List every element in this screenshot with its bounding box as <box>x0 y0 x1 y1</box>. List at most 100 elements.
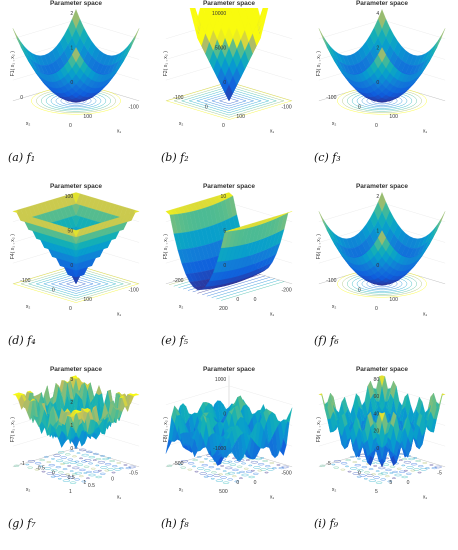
x2-axis-label: x₂ <box>26 304 31 310</box>
surface-plot: 1000 0 -1000 F8( x₁ , x₂ ) 0 -500 500 0 -500 x₁ x₂ <box>163 375 293 500</box>
x2-axis-label: x₂ <box>332 487 337 493</box>
x1-axis-label: x₁ <box>270 494 275 500</box>
z-tick-label: 2 <box>376 194 379 200</box>
x1-axis-label: x₁ <box>117 311 122 317</box>
z-tick-label: 80 <box>374 377 380 383</box>
z-tick-label: 1 <box>70 423 73 429</box>
x2-tick-label: -5 <box>437 470 442 476</box>
x2-axis-label: x₂ <box>26 487 31 493</box>
panel-title: Parameter space <box>355 183 409 190</box>
z-axis-label: F9( x₁ , x₂ ) <box>316 417 322 443</box>
z-tick-label: 2 <box>70 11 73 17</box>
z-tick-label: 0 <box>70 80 73 86</box>
panel-title: Parameter space <box>49 366 103 373</box>
x2-axis-label: x₂ <box>26 121 31 127</box>
x1-axis-label: x₁ <box>117 494 122 500</box>
z-tick-label: 0 <box>223 411 226 417</box>
x1-tick-label: 100 <box>236 114 245 120</box>
x2-tick-label: 0 <box>222 123 225 129</box>
x2-tick-label: 0.5 <box>88 483 95 489</box>
panel-title: Parameter space <box>202 366 256 373</box>
surface-mesh <box>189 8 269 102</box>
x1-tick-label: -100 <box>173 95 183 101</box>
z-tick-label: 0 <box>70 446 73 452</box>
x1-tick-label: -200 <box>173 278 183 284</box>
z-axis-label: F2( x₁ , x₂ ) <box>163 51 169 77</box>
x2-axis-label: x₂ <box>179 121 184 127</box>
surface-mesh <box>12 9 140 103</box>
x1-tick-label: 1 <box>83 480 86 486</box>
x1-tick-label: -5 <box>326 461 331 467</box>
z-tick-label: 20 <box>374 429 380 435</box>
z-axis-label: F8( x₁ , x₂ ) <box>163 417 169 443</box>
z-tick-label: 10000 <box>212 11 226 17</box>
panel-f7: Parameter space 3 2 1 0 F7( x₁ , x₂ ) 1 0.5 0 -0.… <box>0 366 152 548</box>
x2-tick-label: 0 <box>254 297 257 303</box>
contour-lines <box>13 447 136 484</box>
x2-axis-label: x₂ <box>179 487 184 493</box>
x1-tick-label: 0 <box>358 104 361 110</box>
z-tick-label: 2 <box>376 45 379 51</box>
z-axis-label: F7( x₁ , x₂ ) <box>10 417 16 443</box>
surface-mesh <box>12 375 140 450</box>
x2-axis-label: x₂ <box>179 304 184 310</box>
z-tick-label: 4 <box>376 11 379 17</box>
z-axis-label: F4( x₁ , x₂ ) <box>10 234 16 260</box>
x2-tick-label: 0 <box>69 306 72 312</box>
x2-axis-label: x₂ <box>332 304 337 310</box>
surface-plot: 100 50 0 F4( x₁ , x₂ ) 100 0 -100 0 -100 x₁ x₂ <box>10 192 140 317</box>
panel-caption: (i) f₉ <box>314 517 339 530</box>
x2-tick-label: 0 <box>407 480 410 486</box>
z-tick-label: 1 <box>376 228 379 234</box>
x1-tick-label: -500 <box>173 461 183 467</box>
x2-tick-label: 1 <box>69 489 72 495</box>
x1-tick-label: 0 <box>358 287 361 293</box>
panel-title: Parameter space <box>49 0 103 7</box>
x2-tick-label: -0.5 <box>129 470 138 476</box>
z-tick-label: 0 <box>376 263 379 269</box>
z-tick-label: 0 <box>223 263 226 269</box>
z-tick-label: 0 <box>223 80 226 86</box>
x1-tick-label: 0 <box>20 95 23 101</box>
x2-tick-label: 5 <box>375 489 378 495</box>
surface-mesh <box>318 192 446 286</box>
x1-tick-label: 100 <box>83 297 92 303</box>
surface-plot: 80 60 40 20 0 F9( x₁ , x₂ ) 5 0 -5 5 0 -5 x₁ x₂ <box>316 375 446 500</box>
x1-axis-label: x₁ <box>270 311 275 317</box>
x2-axis-label: x₂ <box>332 121 337 127</box>
z-tick-label: 5 <box>223 228 226 234</box>
panel-caption: (a) f₁ <box>8 151 36 164</box>
x1-axis-label: x₁ <box>423 494 428 500</box>
surface-mesh <box>165 192 293 290</box>
panel-f9: Parameter space 80 60 40 20 0 F9( x₁ , x₂ ) 5 0 -… <box>306 366 458 548</box>
x1-tick-label: 0 <box>236 297 239 303</box>
x2-tick-label: 0 <box>69 123 72 129</box>
surface-mesh <box>318 375 446 468</box>
x2-tick-label: 0 <box>254 480 257 486</box>
x2-tick-label: -500 <box>281 470 291 476</box>
x1-axis-label: x₁ <box>423 128 428 134</box>
x1-axis-label: x₁ <box>117 128 122 134</box>
z-tick-label: 60 <box>374 394 380 400</box>
z-tick-label: 3 <box>70 377 73 383</box>
x2-tick-label: 0 <box>111 477 114 483</box>
panel-title: Parameter space <box>202 0 256 7</box>
z-tick-label: -1000 <box>213 446 226 452</box>
panel-title: Parameter space <box>355 366 409 373</box>
panel-f4: Parameter space 100 50 0 F4( x₁ , x₂ ) 100 0 -1… <box>0 183 152 365</box>
panel-f8: Parameter space 1000 0 -1000 F8( x₁ , x₂ ) 0 -… <box>153 366 305 548</box>
x1-tick-label: -100 <box>326 278 336 284</box>
surface-mesh <box>165 395 293 466</box>
surface-plot: 10000 5000 0 F2( x₁ , x₂ ) 100 0 -100 0 -100 x₁ x₂ <box>163 8 293 134</box>
z-axis-label: F1( x₁ , x₂ ) <box>10 51 16 77</box>
z-tick-label: 0 <box>376 446 379 452</box>
x1-tick-label: 0 <box>52 287 55 293</box>
panel-caption: (c) f₃ <box>314 151 341 164</box>
panel-caption: (b) f₂ <box>161 151 189 164</box>
contour-lines <box>165 81 293 120</box>
